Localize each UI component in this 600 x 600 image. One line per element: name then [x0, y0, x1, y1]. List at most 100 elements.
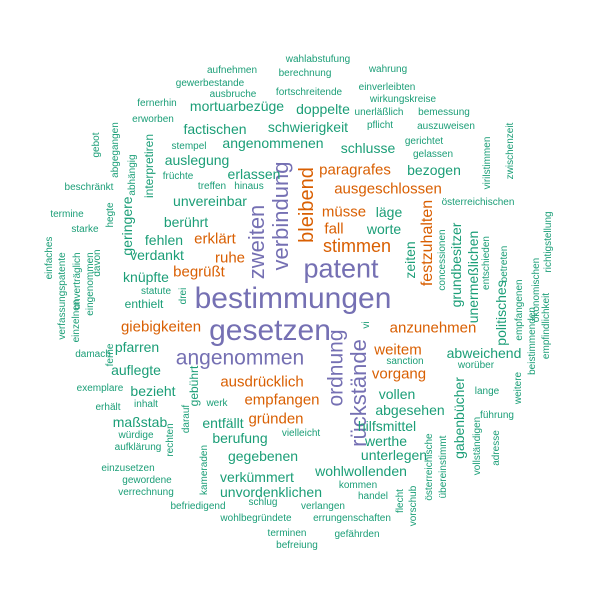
- word: drei: [178, 287, 189, 305]
- word: auflegte: [111, 362, 161, 378]
- word: rechten: [165, 423, 176, 457]
- word: worte: [366, 221, 402, 237]
- word: paragrafes: [319, 161, 391, 179]
- word: früchte: [162, 171, 194, 182]
- word: befriedigend: [170, 501, 226, 512]
- word: begrüßt: [173, 263, 225, 281]
- word: verdankt: [130, 247, 184, 263]
- word: wohlwollenden: [315, 463, 407, 479]
- word: gabenbücher: [451, 377, 467, 459]
- word: fernerhin: [137, 98, 177, 109]
- word: fall: [324, 220, 344, 238]
- word: richtigstellung: [543, 211, 554, 273]
- word: empfangen: [244, 391, 320, 409]
- word: einzusetzen: [101, 463, 155, 474]
- word: ferne: [105, 343, 116, 367]
- word: gegebenen: [227, 448, 299, 464]
- word: wahrung: [368, 64, 408, 75]
- word: entschieden: [481, 236, 492, 290]
- word: betreten: [499, 245, 510, 283]
- word: politisches: [493, 280, 509, 346]
- word: damach: [75, 349, 111, 360]
- word: ruhe: [214, 249, 246, 267]
- word: einverleibten: [358, 82, 416, 93]
- word: ausdrücklich: [220, 373, 304, 391]
- word: weitem: [374, 341, 422, 359]
- word: anzunehmen: [389, 319, 477, 337]
- word: enthielt: [124, 297, 164, 311]
- word: abweichend: [446, 345, 522, 361]
- word: abhängig: [127, 154, 138, 196]
- word: gewordene: [122, 475, 172, 486]
- word: unterlegen: [360, 447, 428, 463]
- word: schlug: [248, 497, 278, 508]
- word: interpretiren: [142, 133, 156, 199]
- word: bestimmungen: [194, 282, 392, 315]
- word: unvereinbar: [173, 193, 247, 209]
- word: festzuhalten: [419, 199, 436, 287]
- word: erklärt: [194, 230, 236, 248]
- word: flecht: [395, 489, 406, 513]
- word: erhält: [95, 402, 121, 413]
- word: termine: [50, 209, 84, 220]
- word: beistimmenden: [527, 307, 538, 375]
- word: vollen: [378, 386, 416, 402]
- word: bezieht: [130, 383, 176, 399]
- word: sanction: [386, 356, 424, 367]
- word: zwischenzeit: [505, 122, 516, 180]
- word: giebigkeiten: [120, 318, 202, 336]
- word: würdige: [118, 430, 154, 441]
- word: österreichischen: [441, 197, 515, 208]
- word: erlassen: [227, 166, 281, 182]
- word: patent: [303, 253, 379, 284]
- word: exemplare: [76, 383, 124, 394]
- word: darauf: [181, 404, 192, 434]
- word: abgegangen: [110, 122, 121, 178]
- word: österreichische: [424, 433, 435, 501]
- word: statute: [140, 286, 172, 297]
- word: terminen: [267, 528, 307, 539]
- word: schwierigkeit: [267, 119, 349, 135]
- word: ordnung: [324, 329, 348, 407]
- word: unvordenklichen: [220, 484, 322, 500]
- word: wirkungskreise: [369, 94, 437, 105]
- word: stimmen: [322, 236, 392, 256]
- word: treffen: [197, 181, 227, 192]
- word: vorgang: [371, 365, 427, 383]
- word: verfassungspatente: [57, 252, 68, 340]
- word: wohlbegründete: [220, 513, 292, 524]
- word: beschränkt: [64, 182, 114, 193]
- word: berechnung: [278, 68, 332, 79]
- word: werk: [206, 398, 228, 409]
- word: einfaches: [44, 236, 55, 280]
- word: pflicht: [366, 120, 394, 131]
- word: stempel: [171, 141, 207, 152]
- word: ausgeschlossen: [334, 180, 442, 198]
- word: errungenschaften: [313, 513, 391, 524]
- word: adresse: [491, 430, 502, 466]
- word: unerläßlich: [354, 107, 404, 118]
- word: befreiung: [276, 540, 318, 551]
- word: angenommenen: [222, 135, 324, 151]
- word: führung: [480, 410, 514, 421]
- word: zweiten: [244, 204, 269, 280]
- word: mortuarbezüge: [189, 98, 285, 114]
- word: abgesehen: [375, 402, 445, 418]
- word: kameraden: [199, 444, 210, 496]
- word: berührt: [163, 214, 209, 230]
- word: fortschreitende: [275, 87, 343, 98]
- word: auszuweisen: [417, 121, 475, 132]
- word: läge: [375, 204, 403, 220]
- word: empfindlichkeit: [541, 292, 552, 360]
- word: entfällt: [202, 415, 244, 431]
- word: empfangenen: [514, 279, 525, 341]
- word: aufklärung: [114, 442, 162, 453]
- word: wahlabstufung: [285, 54, 351, 65]
- word: ausbruche: [209, 89, 257, 100]
- word: werthe: [364, 433, 408, 449]
- word: vollständigen: [472, 416, 483, 476]
- word: doppelte: [296, 101, 350, 117]
- word: starke: [71, 224, 99, 235]
- word: gesetzen: [209, 314, 331, 347]
- word: worüber: [457, 360, 495, 371]
